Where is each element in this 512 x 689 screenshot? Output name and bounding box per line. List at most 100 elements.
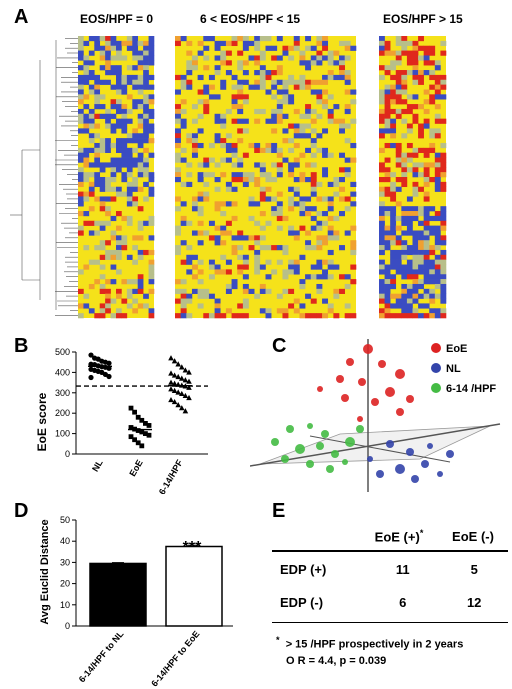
e-cell: 11: [395, 562, 410, 577]
c-point-614: [321, 430, 329, 438]
b-point-eoe: [139, 443, 145, 449]
heatmap-title-2: EOS/HPF > 15: [383, 12, 463, 26]
c-point-eoe: [378, 360, 386, 368]
e-table-divider-bottom: [272, 621, 508, 623]
d-y-tick-label: 40: [60, 536, 70, 546]
c-point-nl: [411, 475, 419, 483]
panel-e-table-wrap: EoE (+)* EoE (-) EDP (+) 11 5 EDP (-) 6 …: [272, 522, 508, 667]
d-y-tick-label: 50: [60, 515, 70, 525]
heatmap-title-0: EOS/HPF = 0: [80, 12, 154, 26]
c-point-eoe: [396, 408, 404, 416]
b-point-614: [186, 378, 192, 384]
c-point-nl: [367, 456, 373, 462]
c-point-nl: [386, 440, 394, 448]
c-point-nl: [376, 470, 384, 478]
d-y-axis-label: Avg Euclid Distance: [39, 519, 51, 624]
b-y-tick-label: 0: [65, 449, 70, 459]
b-point-nl: [106, 373, 112, 380]
c-point-eoe: [346, 358, 354, 366]
b-x-label: 6-14/HPF: [157, 458, 185, 494]
b-point-eoe: [132, 409, 137, 415]
d-x-label: 6-14/HPF to EoE: [149, 629, 201, 689]
c-point-614: [316, 442, 324, 450]
e-row-label: EDP (+): [280, 562, 327, 577]
c-point-nl: [437, 471, 443, 477]
b-point-nl: [88, 374, 94, 381]
b-point-614: [182, 377, 189, 383]
e-col-header-eoe-pos: EoE (+)*: [374, 527, 424, 544]
b-point-eoe: [135, 428, 141, 433]
panel-a-letter: A: [14, 6, 29, 28]
d-y-tick-label: 20: [60, 579, 70, 589]
c-point-eoe: [406, 395, 414, 403]
b-point-614: [175, 402, 181, 408]
c-point-614: [356, 425, 364, 433]
b-point-eoe: [139, 417, 145, 423]
b-point-614: [171, 387, 178, 393]
d-y-tick-label: 10: [60, 600, 70, 610]
panel-c-3d-scatter: EoE NL 6-14 /HPF: [250, 339, 501, 492]
heatmap-title-1: 6 < EOS/HPF < 15: [200, 12, 301, 26]
panel-c-letter: C: [272, 335, 287, 357]
b-point-614: [182, 408, 189, 414]
panel-b-chart: EoE score 0 100 200 300 400 500 NL EoE 6-14/HPF: [35, 347, 208, 494]
c-point-614: [271, 438, 279, 446]
c-legend: EoE NL 6-14 /HPF: [431, 343, 496, 395]
b-point-614: [186, 369, 192, 375]
legend-label-nl: NL: [446, 363, 461, 375]
d-significance: ***: [183, 539, 202, 556]
b-point-eoe: [146, 423, 152, 428]
b-y-tick-label: 300: [55, 388, 70, 398]
panel-a-heatmaps: [10, 36, 447, 319]
b-point-614: [179, 364, 185, 370]
table-row: EDP (-) 6 12: [272, 588, 508, 618]
c-point-eoe: [357, 416, 363, 422]
b-y-tick-label: 100: [55, 429, 70, 439]
c-point-eoe: [385, 387, 395, 397]
b-x-label: EoE: [127, 458, 144, 478]
b-point-nl: [88, 352, 94, 358]
c-point-614: [295, 444, 305, 454]
legend-swatch-614: [431, 383, 441, 393]
e-footnote: * > 15 /HPF prospectively in 2 years: [276, 635, 464, 651]
b-point-nl: [106, 365, 112, 371]
b-point-614: [175, 361, 181, 367]
b-point-614: [175, 373, 181, 380]
b-point-nl: [106, 360, 112, 366]
dendrogram: [10, 38, 78, 316]
d-bar: [165, 545, 223, 627]
b-point-eoe: [143, 431, 148, 436]
b-point-eoe: [146, 432, 152, 438]
c-point-nl: [446, 450, 454, 458]
e-table-divider: [272, 550, 508, 552]
b-point-eoe: [128, 405, 134, 411]
b-point-614: [171, 358, 178, 364]
panel-d-letter: D: [14, 500, 29, 522]
b-point-614: [168, 370, 174, 376]
b-point-614: [168, 396, 174, 403]
b-point-614: [186, 384, 192, 390]
c-axis-x: [250, 423, 501, 467]
c-point-614: [306, 460, 314, 468]
b-x-label: NL: [90, 458, 105, 474]
b-point-614: [182, 392, 189, 399]
legend-swatch-nl: [431, 363, 441, 373]
c-point-eoe: [341, 394, 349, 402]
b-y-tick-label: 500: [55, 347, 70, 357]
b-point-eoe: [139, 429, 145, 435]
b-point-eoe: [135, 414, 141, 420]
c-point-eoe: [317, 386, 323, 392]
d-y-tick-label: 0: [65, 621, 70, 631]
e-stat: O R = 4.4, p = 0.039: [286, 654, 387, 667]
c-point-eoe: [371, 398, 379, 406]
c-point-614: [286, 425, 294, 433]
e-col-header-eoe-neg: EoE (-): [452, 529, 494, 544]
c-point-614: [307, 423, 313, 429]
c-point-eoe: [395, 369, 405, 379]
b-point-614: [179, 375, 185, 381]
b-point-eoe: [143, 421, 148, 426]
table-row: EDP (+) 11 5: [272, 552, 508, 588]
e-cell: 12: [466, 595, 482, 610]
b-point-614: [171, 380, 178, 386]
e-cell: 6: [399, 595, 407, 610]
